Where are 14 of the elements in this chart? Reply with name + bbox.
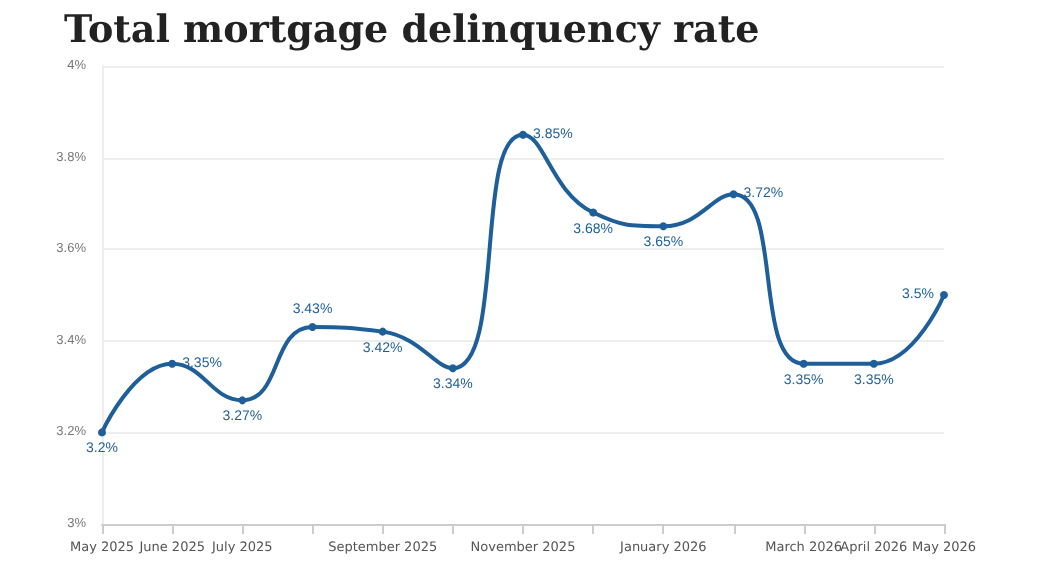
point [869,359,878,368]
point [729,190,738,199]
point [448,364,457,373]
point [98,428,106,437]
point [238,396,247,405]
point [940,291,948,299]
point [589,208,598,217]
point [799,359,808,368]
point [308,323,317,332]
chart-title: Total mortgage delinquency rate [64,8,760,52]
point [659,222,668,231]
point [168,359,177,368]
point [519,130,527,139]
point [378,327,387,336]
